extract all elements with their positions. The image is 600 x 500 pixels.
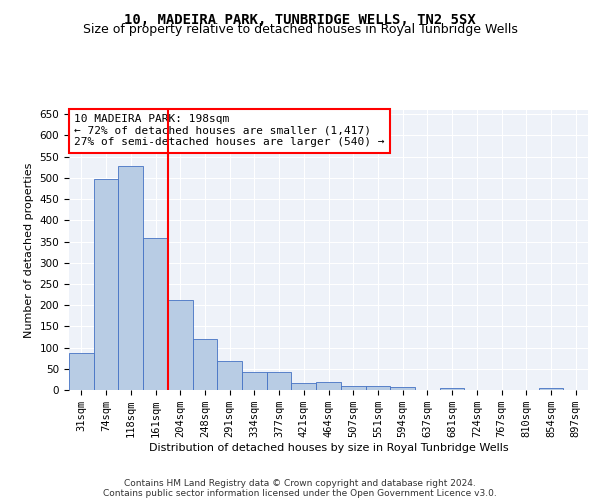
- Bar: [118, 166, 143, 390]
- Bar: [143, 238, 168, 390]
- Bar: [94, 178, 118, 390]
- Text: Size of property relative to detached houses in Royal Tunbridge Wells: Size of property relative to detached ho…: [83, 22, 517, 36]
- Bar: [193, 339, 217, 390]
- Bar: [341, 386, 365, 390]
- Text: Contains public sector information licensed under the Open Government Licence v3: Contains public sector information licen…: [103, 488, 497, 498]
- Bar: [292, 383, 316, 390]
- Bar: [440, 388, 464, 390]
- Bar: [539, 388, 563, 390]
- X-axis label: Distribution of detached houses by size in Royal Tunbridge Wells: Distribution of detached houses by size …: [149, 443, 508, 453]
- Bar: [267, 372, 292, 390]
- Bar: [390, 388, 415, 390]
- Bar: [365, 386, 390, 390]
- Bar: [217, 361, 242, 390]
- Text: Contains HM Land Registry data © Crown copyright and database right 2024.: Contains HM Land Registry data © Crown c…: [124, 478, 476, 488]
- Bar: [316, 382, 341, 390]
- Y-axis label: Number of detached properties: Number of detached properties: [24, 162, 34, 338]
- Text: 10, MADEIRA PARK, TUNBRIDGE WELLS, TN2 5SX: 10, MADEIRA PARK, TUNBRIDGE WELLS, TN2 5…: [124, 12, 476, 26]
- Bar: [69, 352, 94, 390]
- Text: 10 MADEIRA PARK: 198sqm
← 72% of detached houses are smaller (1,417)
27% of semi: 10 MADEIRA PARK: 198sqm ← 72% of detache…: [74, 114, 385, 148]
- Bar: [168, 300, 193, 390]
- Bar: [242, 372, 267, 390]
